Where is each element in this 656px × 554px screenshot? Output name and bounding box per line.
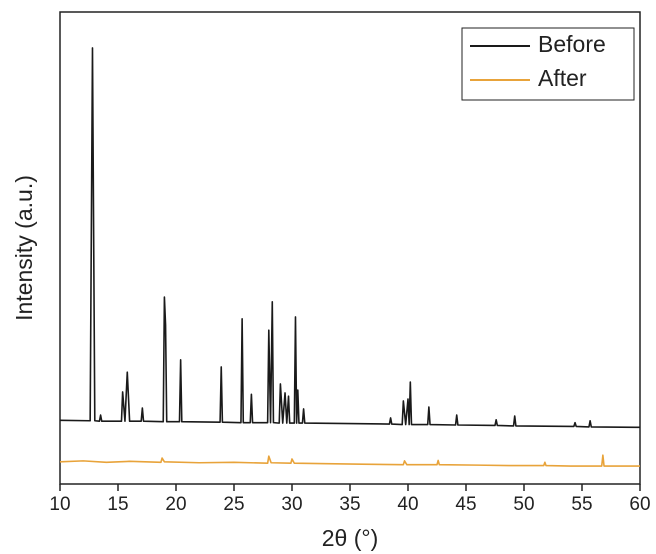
data-line (59, 47, 641, 429)
data-line (59, 454, 640, 467)
legend-box (461, 27, 635, 101)
x-axis-label: 2θ (°) (322, 525, 379, 551)
x-tick-label: 50 (513, 494, 534, 515)
x-tick-label: 25 (223, 494, 244, 515)
x-tick-label: 30 (281, 494, 302, 515)
x-tick-label: 55 (571, 494, 592, 515)
x-tick-label: 45 (455, 494, 476, 515)
x-tick-label: 35 (339, 494, 360, 515)
x-tick-label: 60 (629, 494, 650, 515)
x-tick-label: 20 (165, 494, 186, 515)
x-tick-label: 15 (107, 494, 128, 515)
y-axis-label: Intensity (a.u.) (11, 175, 37, 321)
legend-label: After (538, 65, 587, 91)
x-tick-label: 40 (397, 494, 418, 515)
x-tick-label: 10 (49, 494, 70, 515)
legend-label: Before (538, 31, 606, 57)
